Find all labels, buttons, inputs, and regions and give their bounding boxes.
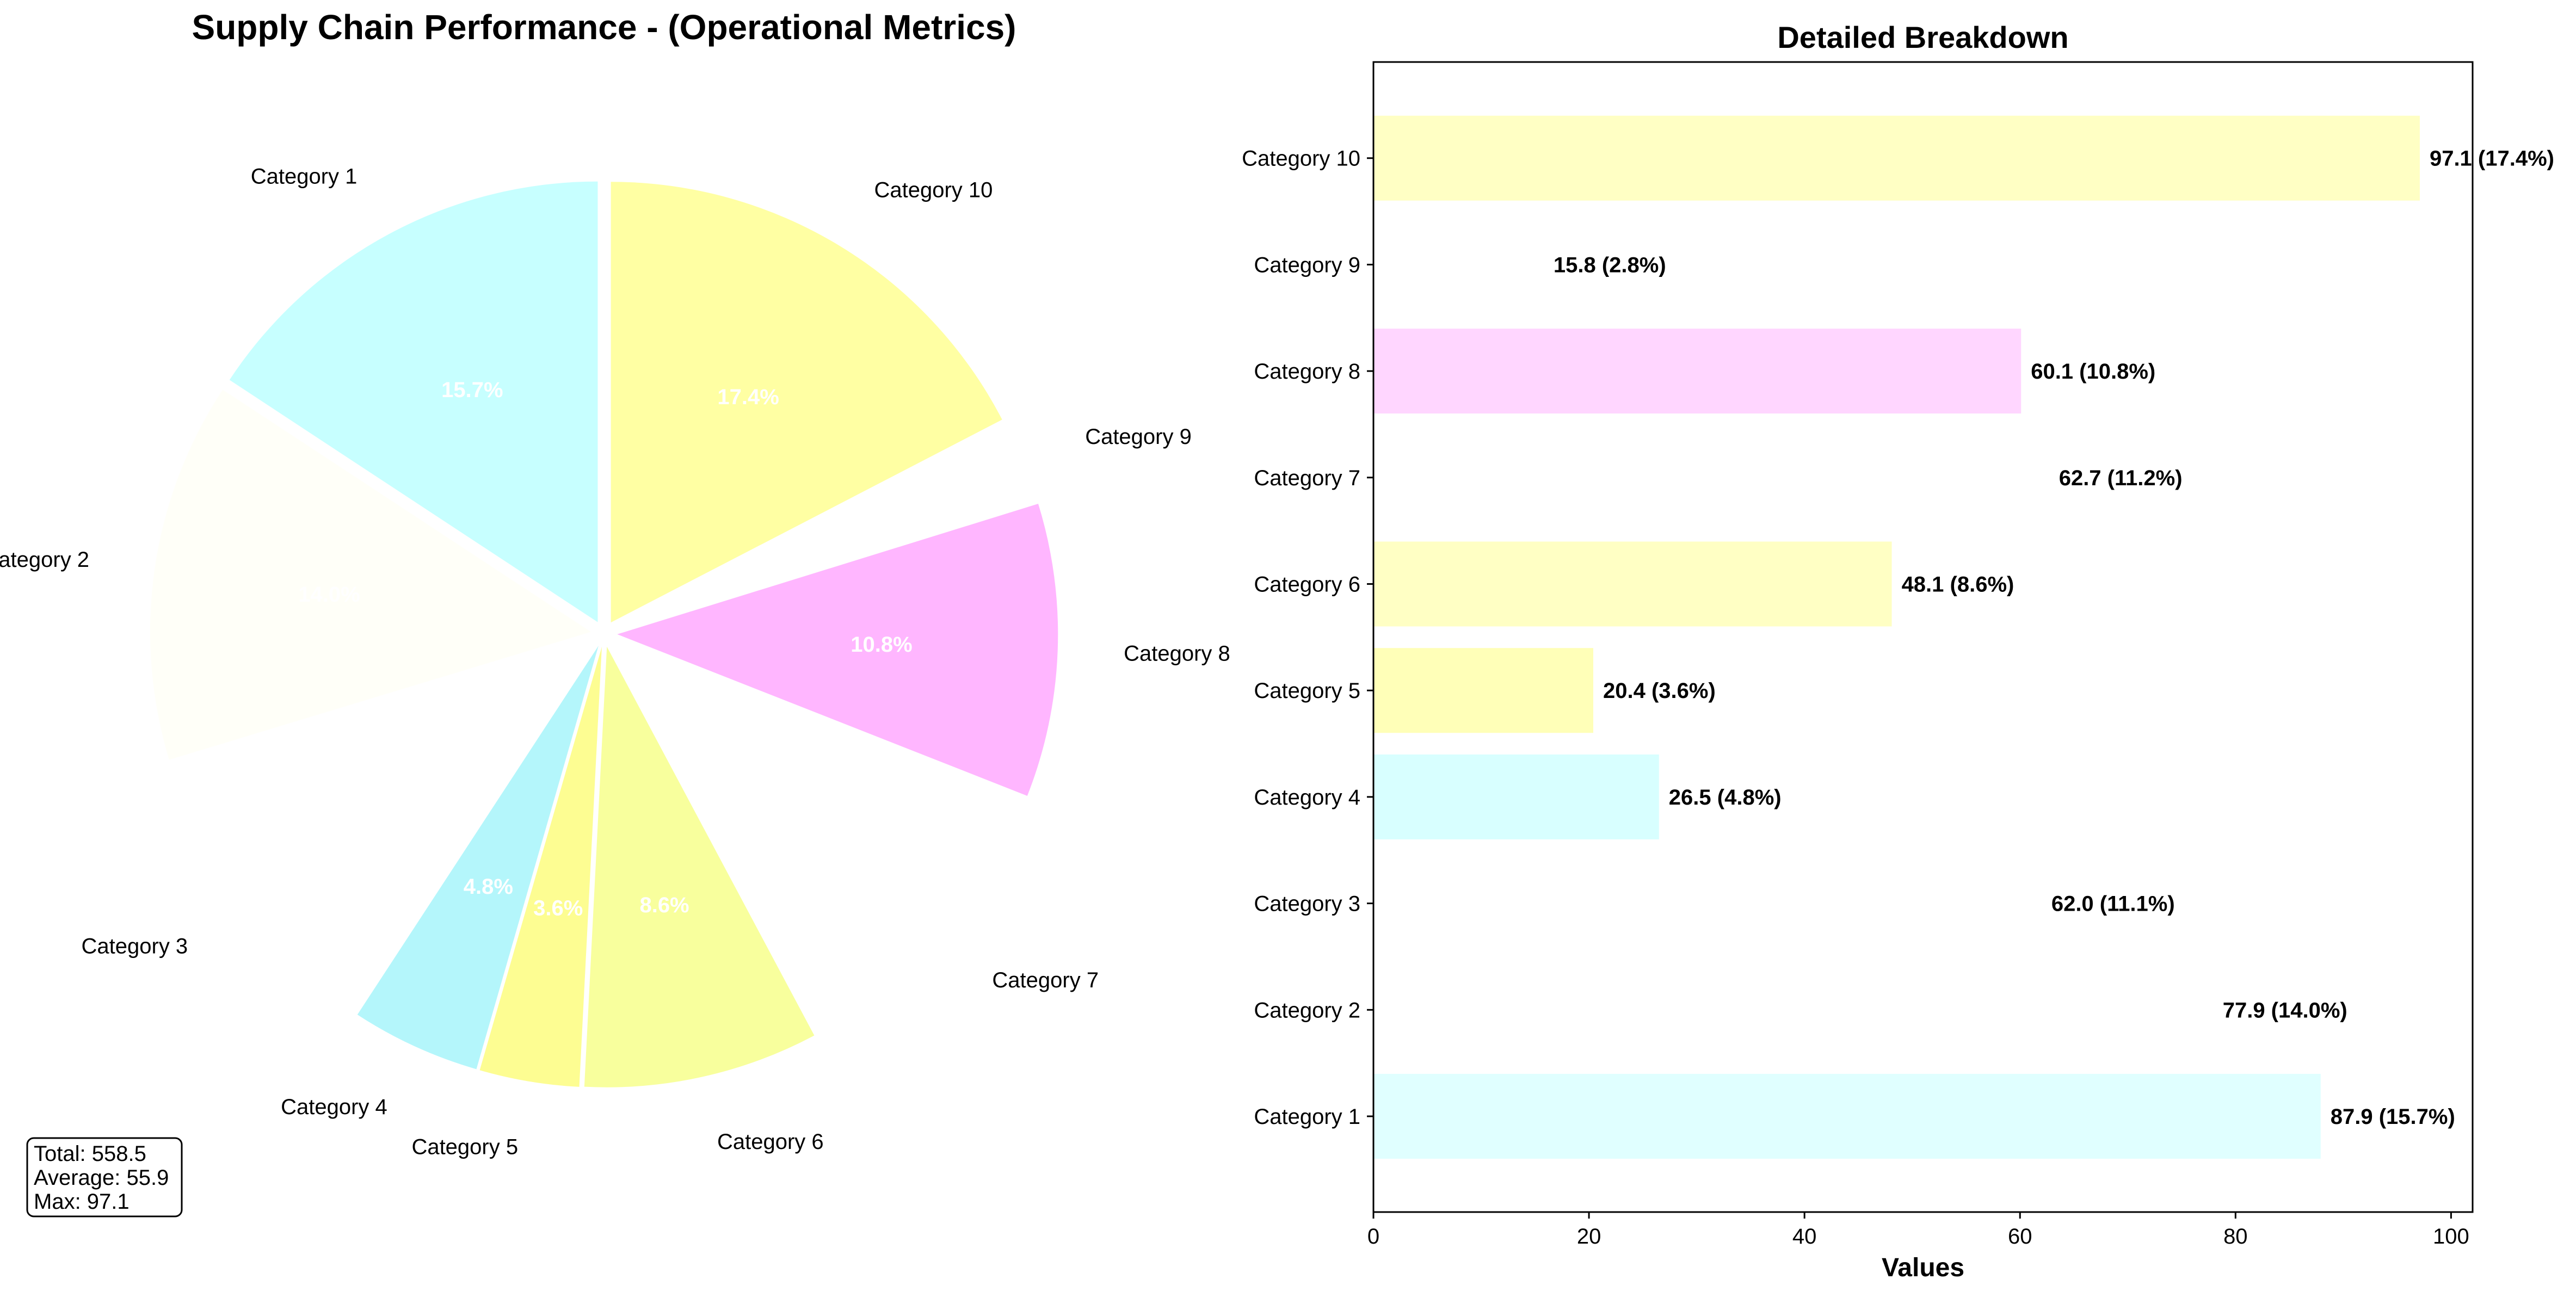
pie-slice-8 xyxy=(617,504,1058,796)
bar-5 xyxy=(1373,648,1593,733)
stats-max: Max: 97.1 xyxy=(34,1190,130,1214)
bar-6 xyxy=(1373,541,1892,627)
pie-category-label-7: Category 7 xyxy=(992,968,1099,992)
pie-category-label-2: Category 2 xyxy=(0,548,89,572)
bar-value-label-2: 77.9 (14.0%) xyxy=(2223,998,2347,1022)
pie-category-label-10: Category 10 xyxy=(874,178,993,202)
bar-2 xyxy=(1373,967,2213,1053)
pie-percent-label-8: 10.8% xyxy=(851,633,912,657)
pie-percent-labels: 15.7% 14.0% 11.1% 4.8% 3.6% 8.6% 11.2% 10.8% 2.8… xyxy=(298,378,912,920)
bar-series xyxy=(1373,115,2420,1159)
bar-chart: Detailed Breakdown 87.9 (15.7%) 77.9 (14.… xyxy=(1242,20,2554,1282)
pie-slice-5 xyxy=(479,646,602,1087)
bar-value-label-10: 97.1 (17.4%) xyxy=(2430,147,2554,171)
pie-slice-4 xyxy=(357,646,599,1070)
bar-10 xyxy=(1373,115,2420,201)
bar-4 xyxy=(1373,754,1659,839)
pie-category-label-9: Category 9 xyxy=(1085,425,1192,449)
pie-percent-label-4: 4.8% xyxy=(464,875,513,899)
pie-percent-label-9: 2.8% xyxy=(836,517,885,541)
pie-category-label-8: Category 8 xyxy=(1124,642,1230,666)
y-tick-label-10: Category 10 xyxy=(1242,147,1360,171)
pie-category-labels: Category 1 Category 2 Category 3 Category 4… xyxy=(0,165,1230,1159)
pie-title: Supply Chain Performance - (Operational … xyxy=(192,8,1016,47)
pie-percent-label-7: 11.2% xyxy=(781,807,841,831)
y-axis-ticks: Category 1 Category 2 Category 3 Category 4… xyxy=(1242,147,1373,1129)
bar-value-label-1: 87.9 (15.7%) xyxy=(2331,1105,2455,1129)
pie-slice-9 xyxy=(616,425,1038,629)
pie-slice-6 xyxy=(584,646,815,1087)
y-tick-label-6: Category 6 xyxy=(1254,573,1360,597)
bar-title: Detailed Breakdown xyxy=(1777,20,2068,54)
bar-3 xyxy=(1373,861,2042,946)
y-tick-label-9: Category 9 xyxy=(1254,253,1360,277)
bar-value-labels: 87.9 (15.7%) 77.9 (14.0%) 62.0 (11.1%) 26.5… xyxy=(1554,147,2554,1129)
pie-percent-label-6: 8.6% xyxy=(639,893,689,917)
pie-slice-10 xyxy=(611,182,1002,623)
bar-7 xyxy=(1373,435,2049,520)
pie-slice-1 xyxy=(229,181,598,622)
pie-percent-label-1: 15.7% xyxy=(441,378,503,402)
pie-percent-label-2: 14.0% xyxy=(298,583,360,607)
stats-average: Average: 55.9 xyxy=(34,1166,169,1190)
y-tick-label-2: Category 2 xyxy=(1254,998,1360,1022)
bar-1 xyxy=(1373,1074,2321,1159)
pie-category-label-3: Category 3 xyxy=(82,934,188,958)
stats-total: Total: 558.5 xyxy=(34,1142,146,1166)
x-tick-label-1: 20 xyxy=(1577,1225,1601,1248)
x-axis-ticks: 0 20 40 60 80 100 xyxy=(1367,1212,2469,1248)
bar-9 xyxy=(1373,222,1544,307)
pie-slice-7 xyxy=(614,642,1024,1031)
bar-plot-frame xyxy=(1372,61,2474,1213)
pie-percent-label-3: 11.1% xyxy=(352,789,412,813)
pie-percent-label-5: 3.6% xyxy=(533,896,583,920)
bar-value-label-5: 20.4 (3.6%) xyxy=(1603,679,1716,703)
pie-chart: Supply Chain Performance - (Operational … xyxy=(0,8,1230,1159)
stats-box: Total: 558.5 Average: 55.9 Max: 97.1 xyxy=(26,1137,183,1217)
pie-category-label-6: Category 6 xyxy=(717,1130,824,1154)
x-tick-label-5: 100 xyxy=(2433,1225,2469,1248)
pie-slices xyxy=(150,181,1058,1087)
y-tick-label-1: Category 1 xyxy=(1254,1105,1360,1129)
x-tick-label-0: 0 xyxy=(1367,1225,1379,1248)
pie-slice-3 xyxy=(171,641,594,1011)
pie-category-label-4: Category 4 xyxy=(281,1095,387,1119)
bar-value-label-3: 62.0 (11.1%) xyxy=(2051,892,2175,916)
bar-value-label-4: 26.5 (4.8%) xyxy=(1669,786,1782,809)
y-tick-label-3: Category 3 xyxy=(1254,892,1360,916)
bar-value-label-6: 48.1 (8.6%) xyxy=(1902,573,2014,597)
bar-value-label-7: 62.7 (11.2%) xyxy=(2059,466,2183,490)
y-tick-label-5: Category 5 xyxy=(1254,679,1360,703)
x-tick-label-3: 60 xyxy=(2008,1225,2032,1248)
y-tick-label-7: Category 7 xyxy=(1254,466,1360,490)
x-tick-label-2: 40 xyxy=(1792,1225,1817,1248)
bar-value-label-9: 15.8 (2.8%) xyxy=(1554,253,1666,277)
x-tick-label-4: 80 xyxy=(2223,1225,2248,1248)
bar-value-label-8: 60.1 (10.8%) xyxy=(2031,360,2155,384)
pie-category-label-1: Category 1 xyxy=(251,165,358,189)
x-axis-title: Values xyxy=(1882,1253,1964,1282)
stats-box-frame xyxy=(26,1137,183,1217)
pie-percent-label-10: 17.4% xyxy=(717,385,779,409)
pie-category-label-5: Category 5 xyxy=(411,1135,518,1159)
bar-8 xyxy=(1373,329,2022,414)
y-tick-label-4: Category 4 xyxy=(1254,786,1360,809)
y-tick-label-8: Category 8 xyxy=(1254,360,1360,384)
pie-slice-2 xyxy=(150,390,591,760)
